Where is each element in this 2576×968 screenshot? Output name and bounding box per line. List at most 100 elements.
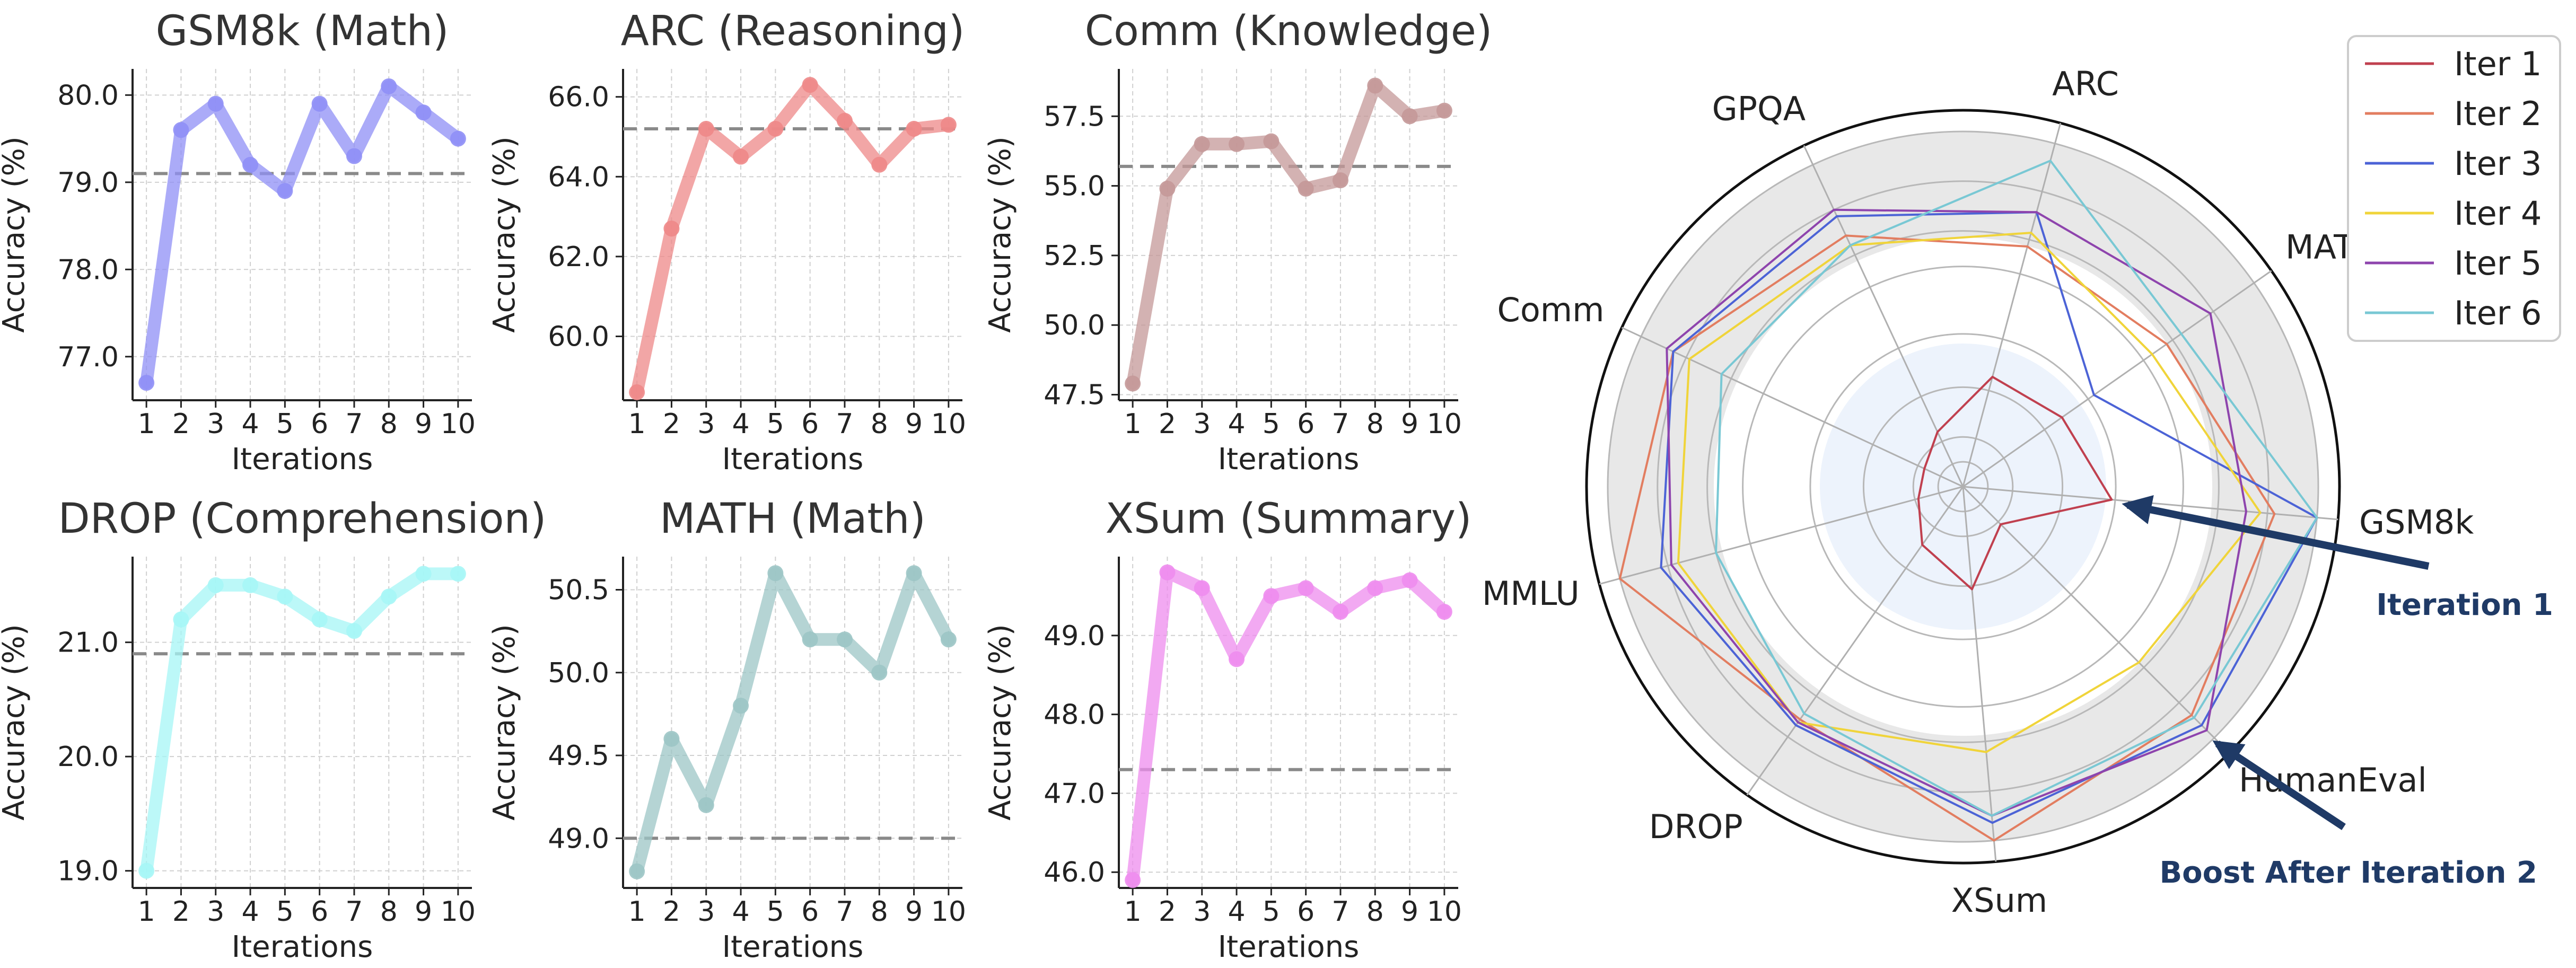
data-point [311,95,328,112]
radar-axis-label-gpqa: GPQA [1712,90,1806,128]
x-tick-label: 9 [905,408,923,440]
x-tick-label: 10 [441,896,476,928]
line-chart-comm-knowledge: 1 2 3 4 5 6 7 8 9 10 47.5 50.0 52.5 55.0 57.5 Comm (Kno… [983,7,1492,477]
radar-ring [1607,130,2319,843]
line-chart-gsm8k-math: 1 2 3 4 5 6 7 8 9 10 77.0 78.0 79.0 80.0 GSM8k (Math) I… [0,7,476,477]
data-point [871,156,888,173]
data-point [346,623,362,639]
data-point [836,112,853,129]
chart-title: DROP (Comprehension) [58,495,547,543]
x-tick-label: 5 [767,408,784,440]
y-tick-label: 78.0 [57,254,119,286]
series-line [1126,79,1451,390]
data-point [207,95,224,112]
y-tick-label: 47.0 [1044,778,1105,809]
radar-spoke [1962,270,2272,488]
data-point [311,611,328,628]
series-line [1126,566,1451,887]
legend: Iter 1 Iter 2 Iter 3 Iter 4 Iter 5 Iter 6 [2347,35,2561,342]
y-tick-label: 80.0 [57,80,119,111]
x-tick-label: 10 [441,408,476,440]
data-point [802,631,818,648]
radar-axis-label-mmlu: MMLU [1482,574,1580,613]
legend-label-iter-1: Iter 1 [2454,45,2542,83]
data-point [381,78,397,94]
y-tick-label: 21.0 [57,627,119,659]
radar-ring [1912,436,2014,538]
x-axis-label: Iterations [232,930,373,964]
radar-frame [1585,109,2341,865]
y-tick-label: 64.0 [548,161,609,193]
y-tick-label: 49.0 [1044,620,1105,652]
radar-series-iter-4 [1677,232,2262,753]
legend-label-iter-6: Iter 6 [2454,294,2542,332]
data-point [415,104,432,121]
chart-title: ARC (Reasoning) [621,7,965,55]
x-tick-label: 3 [207,896,224,928]
y-tick-label: 50.5 [548,575,609,606]
data-point [1194,580,1210,596]
x-tick-label: 2 [663,896,680,928]
x-tick-label: 8 [380,408,398,440]
y-axis-label: Accuracy (%) [0,136,31,332]
data-point [1125,872,1141,888]
data-point [1229,136,1245,152]
y-tick-label: 79.0 [57,167,119,199]
y-tick-label: 52.5 [1044,240,1105,272]
x-axis-label: Iterations [1218,442,1360,477]
data-point [381,588,397,605]
x-tick-label: 4 [732,408,749,440]
x-tick-label: 3 [1193,408,1211,440]
x-tick-label: 10 [931,896,966,928]
x-tick-label: 4 [1228,408,1245,440]
radar-spoke [1962,486,1997,862]
radar-ring [1706,230,2220,743]
data-point [1367,580,1383,596]
radar-spoke [1599,486,1964,585]
data-point [1298,180,1314,197]
radar-ring [1809,333,2117,640]
radar-axis-label-gsm8k: GSM8k [2359,503,2474,541]
x-tick-label: 10 [1427,408,1462,440]
y-tick-label: 77.0 [57,341,119,373]
x-tick-label: 2 [172,408,190,440]
x-tick-label: 4 [1228,896,1245,928]
x-tick-label: 8 [380,896,398,928]
x-tick-label: 9 [415,408,432,440]
data-point [1159,180,1176,197]
x-tick-label: 5 [1263,896,1280,928]
x-tick-label: 9 [905,896,923,928]
x-tick-label: 10 [931,408,966,440]
data-point [940,631,957,648]
data-point [1298,580,1314,596]
data-point [138,863,155,879]
series-line [140,567,465,877]
legend-label-iter-3: Iter 3 [2454,144,2542,183]
radar-axis-label-comm: Comm [1497,291,1605,329]
x-tick-label: 1 [1124,896,1142,928]
chart-title: XSum (Summary) [1106,495,1472,543]
x-axis-label: Iterations [232,442,373,477]
legend-label-iter-2: Iter 2 [2454,94,2542,133]
radar-series-iter-2 [1618,234,2276,842]
x-tick-label: 5 [276,408,294,440]
radar-spoke [1962,122,2062,487]
x-tick-label: 1 [628,408,646,440]
x-tick-label: 3 [1193,896,1211,928]
radar-spoke [1803,145,1964,487]
chart-title: MATH (Math) [660,495,926,543]
x-axis-label: Iterations [1218,930,1360,964]
y-tick-label: 50.0 [1044,310,1105,341]
y-tick-label: 49.0 [548,823,609,855]
x-tick-label: 3 [207,408,224,440]
radar-spoke [1962,486,2230,754]
data-point [663,731,680,747]
data-point [450,566,466,582]
data-point [1401,108,1418,125]
annotation-iteration-1: Iteration 1 [2376,588,2553,622]
y-tick-label: 66.0 [548,82,609,113]
x-tick-label: 6 [1297,896,1315,928]
data-point [173,611,189,628]
x-tick-label: 2 [172,896,190,928]
